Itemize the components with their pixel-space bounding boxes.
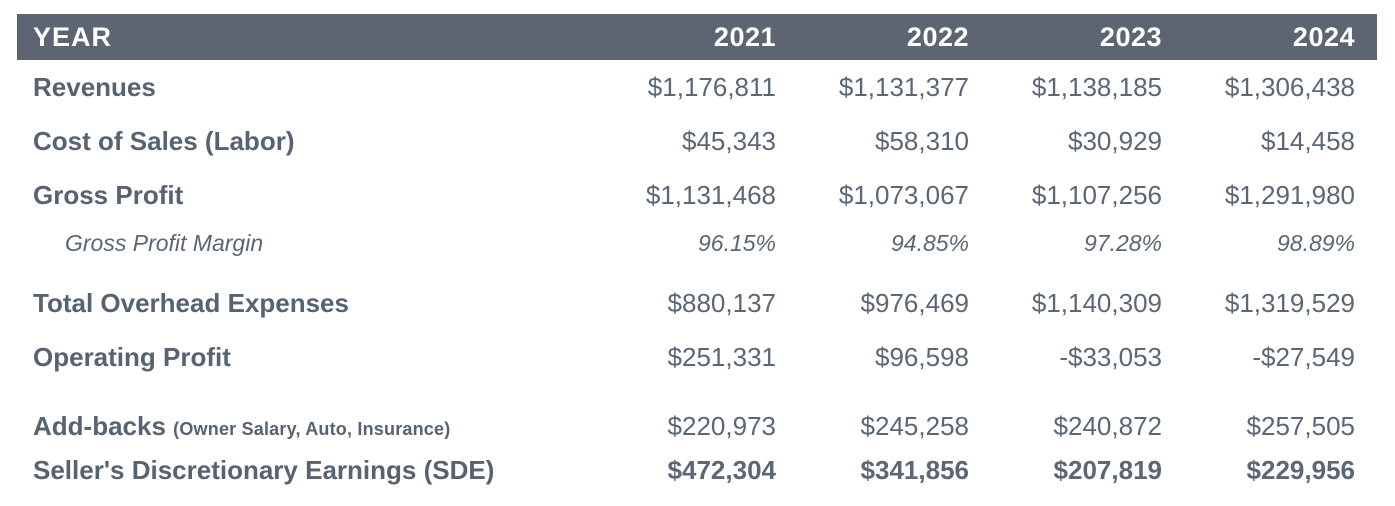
operating-profit-2021: $251,331 bbox=[667, 341, 776, 372]
cost-of-sales-2024: $14,458 bbox=[1261, 125, 1355, 156]
sde-2023: $207,819 bbox=[1053, 454, 1162, 485]
operating-profit-2024: -$27,549 bbox=[1252, 341, 1355, 372]
table-row-total-overhead: Total Overhead Expenses $880,137 $976,46… bbox=[17, 276, 1377, 330]
year-header-label: YEAR bbox=[33, 21, 113, 52]
revenues-2023: $1,138,185 bbox=[1031, 71, 1162, 102]
table-row-gross-profit-margin: Gross Profit Margin 96.15% 94.85% 97.28%… bbox=[17, 222, 1377, 264]
row-label-sde: Seller's Discretionary Earnings (SDE) bbox=[33, 454, 495, 485]
table-row-sde: Seller's Discretionary Earnings (SDE) $4… bbox=[17, 448, 1377, 492]
total-overhead-2022: $976,469 bbox=[860, 287, 969, 318]
table-row-operating-profit: Operating Profit $251,331 $96,598 -$33,0… bbox=[17, 330, 1377, 384]
add-backs-2023: $240,872 bbox=[1053, 410, 1162, 441]
row-label-cost-of-sales: Cost of Sales (Labor) bbox=[33, 125, 295, 156]
gross-profit-2022: $1,073,067 bbox=[838, 179, 969, 210]
gross-profit-2023: $1,107,256 bbox=[1031, 179, 1162, 210]
row-label-operating-profit: Operating Profit bbox=[33, 341, 231, 372]
revenues-2024: $1,306,438 bbox=[1224, 71, 1355, 102]
operating-profit-2023: -$33,053 bbox=[1059, 341, 1162, 372]
revenues-2021: $1,176,811 bbox=[647, 71, 776, 102]
gross-profit-2021: $1,131,468 bbox=[645, 179, 776, 210]
gross-profit-margin-2021: 96.15% bbox=[697, 229, 776, 256]
cost-of-sales-2021: $45,343 bbox=[682, 125, 776, 156]
cost-of-sales-2023: $30,929 bbox=[1068, 125, 1162, 156]
row-label-total-overhead: Total Overhead Expenses bbox=[33, 287, 349, 318]
add-backs-2022: $245,258 bbox=[860, 410, 969, 441]
table-row-revenues: Revenues $1,176,811 $1,131,377 $1,138,18… bbox=[17, 60, 1377, 114]
table-row-add-backs: Add-backs (Owner Salary, Auto, Insurance… bbox=[17, 404, 1377, 448]
gross-profit-margin-2022: 94.85% bbox=[890, 229, 969, 256]
add-backs-2024: $257,505 bbox=[1246, 410, 1355, 441]
add-backs-label-suffix: (Owner Salary, Auto, Insurance) bbox=[173, 418, 451, 439]
table-row-gross-profit: Gross Profit $1,131,468 $1,073,067 $1,10… bbox=[17, 168, 1377, 222]
row-label-gross-profit-margin: Gross Profit Margin bbox=[65, 229, 264, 256]
financial-table: YEAR 2021 2022 2023 2024 Revenues $1,176… bbox=[17, 14, 1377, 492]
revenues-2022: $1,131,377 bbox=[838, 71, 969, 102]
year-column-2021: 2021 bbox=[713, 21, 776, 52]
gross-profit-margin-2024: 98.89% bbox=[1276, 229, 1355, 256]
sde-2021: $472,304 bbox=[667, 454, 776, 485]
total-overhead-2024: $1,319,529 bbox=[1224, 287, 1355, 318]
row-label-gross-profit: Gross Profit bbox=[33, 179, 184, 210]
year-column-2023: 2023 bbox=[1099, 21, 1162, 52]
row-label-add-backs: Add-backs (Owner Salary, Auto, Insurance… bbox=[17, 411, 583, 442]
row-label-revenues: Revenues bbox=[33, 71, 156, 102]
gross-profit-2024: $1,291,980 bbox=[1224, 179, 1355, 210]
sde-2024: $229,956 bbox=[1246, 454, 1355, 485]
add-backs-label: Add-backs bbox=[33, 410, 166, 441]
cost-of-sales-2022: $58,310 bbox=[875, 125, 969, 156]
operating-profit-2022: $96,598 bbox=[875, 341, 969, 372]
table-row-cost-of-sales: Cost of Sales (Labor) $45,343 $58,310 $3… bbox=[17, 114, 1377, 168]
sde-2022: $341,856 bbox=[860, 454, 969, 485]
year-column-2022: 2022 bbox=[906, 21, 969, 52]
table-header-row: YEAR 2021 2022 2023 2024 bbox=[17, 14, 1377, 60]
add-backs-2021: $220,973 bbox=[667, 410, 776, 441]
gross-profit-margin-2023: 97.28% bbox=[1083, 229, 1162, 256]
total-overhead-2023: $1,140,309 bbox=[1031, 287, 1162, 318]
total-overhead-2021: $880,137 bbox=[667, 287, 776, 318]
year-column-2024: 2024 bbox=[1292, 21, 1355, 52]
